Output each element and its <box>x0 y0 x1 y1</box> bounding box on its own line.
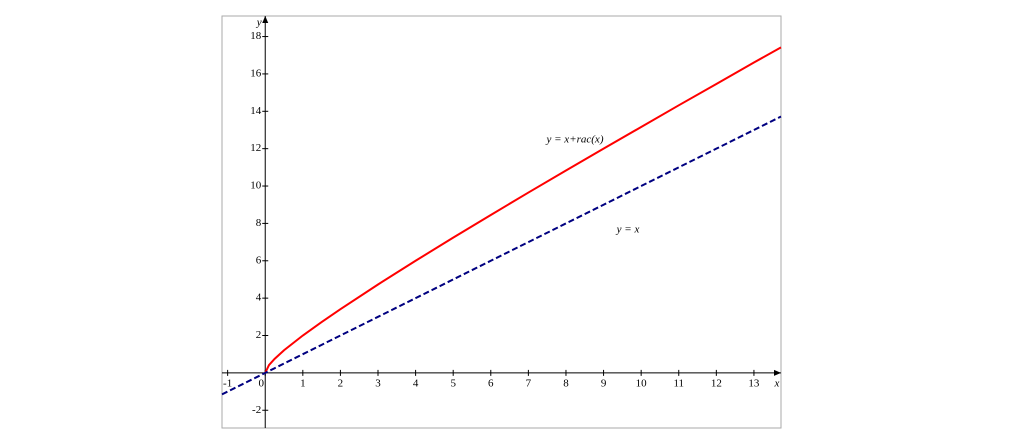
x-tick-label: 12 <box>711 377 722 389</box>
y-tick-label: 14 <box>250 105 262 117</box>
y-tick-label: -2 <box>252 404 261 416</box>
x-tick-label: 13 <box>748 377 760 389</box>
x-tick-label: 8 <box>563 377 569 389</box>
x-tick-label: 4 <box>413 377 419 389</box>
curve-label: y = x+rac(x) <box>546 134 604 146</box>
x-tick-label: 3 <box>375 377 381 389</box>
x-tick-label: 10 <box>636 377 648 389</box>
y-tick-label: 12 <box>250 142 261 154</box>
y-axis-label: y <box>256 17 262 29</box>
x-axis-label: x <box>774 377 780 389</box>
x-tick-label: 0 <box>258 377 264 389</box>
y-tick-label: 2 <box>256 329 262 341</box>
y-tick-label: 6 <box>256 254 262 266</box>
x-tick-label: 7 <box>526 377 532 389</box>
frame <box>221 15 782 429</box>
x-tick-label: 2 <box>338 377 344 389</box>
line-series <box>264 46 782 374</box>
x-tick-label: 11 <box>673 377 684 389</box>
x-axis-arrow <box>774 369 781 376</box>
x-tick-label: 9 <box>601 377 607 389</box>
curve-label: y = x <box>616 224 640 236</box>
y-tick-label: 10 <box>250 180 262 192</box>
y-tick-label: 4 <box>256 292 262 304</box>
x-tick-label: 5 <box>450 377 456 389</box>
x-tick-label: 6 <box>488 377 494 389</box>
x-tick-label: 1 <box>300 377 306 389</box>
line-series <box>221 115 782 396</box>
y-axis-arrow <box>262 16 269 23</box>
y-tick-label: 16 <box>250 67 262 79</box>
y-tick-label: 18 <box>250 30 262 42</box>
y-tick-label: 8 <box>256 217 262 229</box>
x-tick-label: -1 <box>223 377 232 389</box>
